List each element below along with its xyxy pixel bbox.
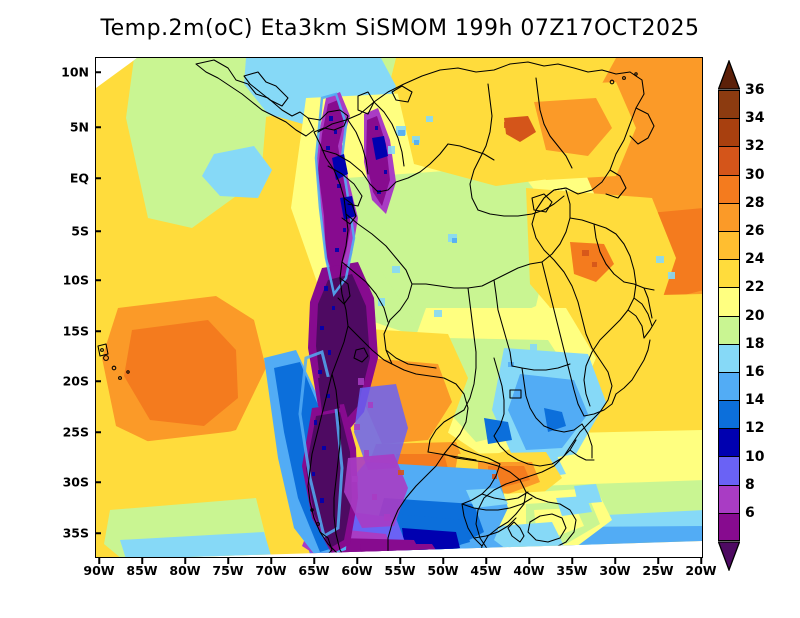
- colorbar-tick-label: 14: [745, 392, 765, 409]
- colorbar-cell: [718, 484, 740, 513]
- colorbar-cell: [718, 146, 740, 175]
- y-tick-mark: [95, 230, 101, 232]
- x-tick-label-30W: 30W: [599, 563, 631, 578]
- x-tick-mark: [356, 558, 358, 564]
- colorbar-tick-label: 10: [745, 448, 765, 465]
- figure-title: Temp.2m(oC) Eta3km SiSMOM 199h 07Z17OCT2…: [100, 16, 700, 41]
- x-tick-label-65W: 65W: [298, 563, 330, 578]
- y-tick-label-10N: 10N: [61, 64, 89, 80]
- x-tick-mark: [657, 558, 659, 564]
- y-tick-mark: [95, 71, 101, 73]
- y-tick-label-20S: 20S: [62, 373, 89, 389]
- colorbar-tick-label: 22: [745, 279, 765, 296]
- x-tick-mark: [184, 558, 186, 564]
- y-tick-mark: [95, 532, 101, 534]
- colorbar-tick-label: 16: [745, 364, 765, 380]
- y-tick-mark: [95, 279, 101, 281]
- colorbar-tick-label: 24: [745, 251, 765, 268]
- colorbar-cell: [718, 512, 740, 541]
- colorbar-cell: [718, 259, 740, 288]
- x-tick-mark: [614, 558, 616, 564]
- x-tick-label-20W: 20W: [685, 563, 717, 578]
- colorbar-tick-label: 36: [745, 82, 765, 98]
- y-tick-mark: [95, 177, 101, 179]
- x-tick-label-25W: 25W: [642, 563, 674, 578]
- y-tick-mark: [95, 380, 101, 382]
- y-tick-label-30S: 30S: [62, 474, 89, 490]
- y-tick-mark: [95, 431, 101, 433]
- colorbar-over-arrow: [718, 60, 740, 90]
- y-tick-label-EQ: EQ: [69, 170, 89, 186]
- x-tick-label-55W: 55W: [384, 563, 416, 578]
- x-tick-label-40W: 40W: [513, 563, 545, 578]
- colorbar-tick-label: 6: [745, 505, 755, 521]
- x-tick-mark: [442, 558, 444, 564]
- x-tick-mark: [399, 558, 401, 564]
- colorbar-cell: [718, 315, 740, 344]
- colorbar-cell: [718, 287, 740, 316]
- y-tick-label-25S: 25S: [62, 424, 89, 440]
- colorbar-tick-label: 26: [745, 223, 765, 239]
- x-tick-mark: [98, 558, 100, 564]
- colorbar-cell: [718, 428, 740, 457]
- x-tick-label-60W: 60W: [341, 563, 373, 578]
- x-tick-label-35W: 35W: [556, 563, 588, 578]
- colorbar: 36 34 32 30 28 26 24 22 20 18 16 14 12 10 8 6: [718, 60, 798, 571]
- x-tick-mark: [700, 558, 702, 564]
- y-tick-label-5N: 5N: [69, 119, 89, 135]
- colorbar-tick-label: 12: [745, 420, 765, 437]
- y-tick-label-35S: 35S: [62, 525, 89, 541]
- y-tick-mark: [95, 330, 101, 332]
- colorbar-cell: [718, 90, 740, 119]
- colorbar-cells: [718, 90, 740, 541]
- map-canvas: [96, 58, 702, 557]
- colorbar-tick-label: 28: [745, 194, 765, 211]
- x-tick-label-85W: 85W: [126, 563, 158, 578]
- map-plot-area: [95, 57, 703, 558]
- colorbar-under-arrow: [718, 541, 740, 571]
- colorbar-tick-label: 20: [745, 307, 765, 324]
- x-tick-label-45W: 45W: [470, 563, 502, 578]
- y-tick-label-15S: 15S: [62, 323, 89, 339]
- y-tick-label-10S: 10S: [62, 272, 89, 288]
- y-tick-label-5S: 5S: [71, 223, 89, 239]
- colorbar-tick-label: 30: [745, 166, 765, 183]
- colorbar-cell: [718, 230, 740, 260]
- colorbar-cell: [718, 202, 740, 231]
- colorbar-cell: [718, 118, 740, 147]
- x-tick-mark: [485, 558, 487, 564]
- x-tick-label-80W: 80W: [169, 563, 201, 578]
- x-tick-label-70W: 70W: [255, 563, 287, 578]
- colorbar-cell: [718, 371, 740, 401]
- x-tick-label-50W: 50W: [427, 563, 459, 578]
- colorbar-tick-label: 32: [745, 138, 765, 155]
- colorbar-cell: [718, 400, 740, 429]
- x-tick-mark: [571, 558, 573, 564]
- x-tick-label-90W: 90W: [83, 563, 115, 578]
- x-tick-mark: [313, 558, 315, 564]
- x-tick-mark: [528, 558, 530, 564]
- colorbar-cell: [718, 456, 740, 485]
- x-tick-mark: [270, 558, 272, 564]
- colorbar-tick-label: 18: [745, 335, 765, 352]
- colorbar-tick-label: 8: [745, 476, 755, 493]
- x-tick-mark: [141, 558, 143, 564]
- colorbar-cell: [718, 343, 740, 372]
- x-tick-label-75W: 75W: [212, 563, 244, 578]
- colorbar-cell: [718, 174, 740, 203]
- y-tick-mark: [95, 126, 101, 128]
- colorbar-tick-label: 34: [745, 110, 765, 127]
- x-tick-mark: [227, 558, 229, 564]
- y-tick-mark: [95, 481, 101, 483]
